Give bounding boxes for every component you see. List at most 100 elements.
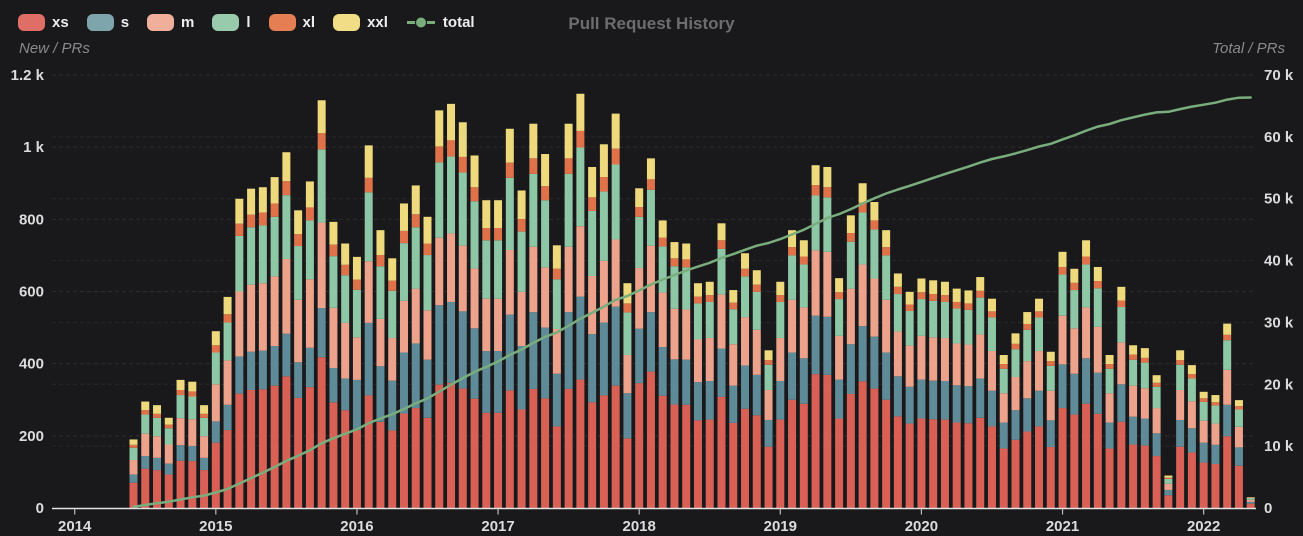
bar-2021-11[interactable] bbox=[1176, 350, 1185, 508]
bar-2020-01[interactable] bbox=[917, 278, 926, 508]
bar-2016-05[interactable] bbox=[399, 203, 408, 508]
bar-2014-11[interactable] bbox=[188, 381, 197, 508]
bar-2022-03[interactable] bbox=[1223, 323, 1232, 508]
bar-2014-07[interactable] bbox=[141, 401, 150, 508]
bar-2021-07[interactable] bbox=[1129, 345, 1138, 508]
bar-2022-04[interactable] bbox=[1234, 400, 1243, 508]
bar-2018-02[interactable] bbox=[646, 158, 655, 509]
bar-2016-07[interactable] bbox=[423, 216, 432, 508]
bar-2021-05[interactable] bbox=[1105, 355, 1114, 508]
bar-2017-10[interactable] bbox=[599, 144, 608, 508]
bar-2015-09[interactable] bbox=[305, 181, 314, 508]
bar-2014-06[interactable] bbox=[129, 439, 138, 508]
legend-item-xxl[interactable]: xxl bbox=[333, 14, 388, 31]
bar-2016-09[interactable] bbox=[447, 103, 456, 508]
bar-2020-03[interactable] bbox=[940, 281, 949, 508]
bar-2015-07[interactable] bbox=[282, 152, 291, 508]
bar-2017-09[interactable] bbox=[588, 167, 597, 508]
bar-2021-01[interactable] bbox=[1058, 251, 1067, 508]
bar-2018-08[interactable] bbox=[717, 223, 726, 508]
bar-2019-05[interactable] bbox=[823, 167, 832, 508]
bar-2017-04[interactable] bbox=[529, 123, 538, 509]
bar-2015-04[interactable] bbox=[247, 188, 256, 508]
bar-2016-08[interactable] bbox=[435, 110, 444, 508]
bar-2019-12[interactable] bbox=[905, 291, 914, 508]
legend-item-m[interactable]: m bbox=[147, 14, 194, 31]
bar-2021-08[interactable] bbox=[1140, 348, 1149, 508]
bar-2020-12[interactable] bbox=[1046, 351, 1055, 508]
bar-2018-07[interactable] bbox=[705, 281, 714, 508]
bar-2015-03[interactable] bbox=[235, 198, 244, 508]
bar-2015-08[interactable] bbox=[294, 210, 303, 508]
bar-2017-12[interactable] bbox=[623, 283, 632, 508]
bar-2017-01[interactable] bbox=[494, 200, 503, 508]
bar-2018-12[interactable] bbox=[764, 350, 773, 508]
bar-2022-05[interactable] bbox=[1246, 497, 1255, 508]
bar-2022-01[interactable] bbox=[1199, 391, 1208, 508]
bar-2019-09[interactable] bbox=[870, 202, 879, 508]
bar-2014-10[interactable] bbox=[176, 379, 185, 508]
bar-2015-11[interactable] bbox=[329, 221, 338, 508]
bar-2018-11[interactable] bbox=[752, 270, 761, 508]
bar-2022-02[interactable] bbox=[1211, 395, 1220, 508]
bar-2015-12[interactable] bbox=[341, 243, 350, 508]
legend-item-total[interactable]: total bbox=[406, 14, 475, 31]
bar-2014-08[interactable] bbox=[153, 405, 162, 508]
bar-2019-01[interactable] bbox=[776, 281, 785, 508]
bar-2017-06[interactable] bbox=[552, 245, 561, 508]
legend-item-xs[interactable]: xs bbox=[18, 14, 69, 31]
total-line[interactable] bbox=[132, 96, 1252, 509]
bar-2021-12[interactable] bbox=[1187, 365, 1196, 508]
bar-2015-01[interactable] bbox=[211, 331, 220, 508]
bar-2018-09[interactable] bbox=[729, 290, 738, 508]
bar-2019-02[interactable] bbox=[788, 230, 797, 508]
bar-2021-02[interactable] bbox=[1070, 268, 1079, 508]
bar-2017-08[interactable] bbox=[576, 93, 585, 508]
bar-2020-10[interactable] bbox=[1023, 312, 1032, 508]
bar-2021-09[interactable] bbox=[1152, 375, 1161, 508]
bar-2016-11[interactable] bbox=[470, 155, 479, 508]
legend-item-l[interactable]: l bbox=[212, 14, 251, 31]
bar-2019-11[interactable] bbox=[893, 273, 902, 508]
bar-2015-02[interactable] bbox=[223, 296, 232, 508]
bar-2020-06[interactable] bbox=[976, 277, 985, 508]
legend-item-s[interactable]: s bbox=[86, 14, 129, 31]
bar-2020-08[interactable] bbox=[999, 355, 1008, 508]
bar-2016-04[interactable] bbox=[388, 258, 397, 508]
bar-2017-02[interactable] bbox=[505, 128, 514, 508]
bar-2021-03[interactable] bbox=[1082, 240, 1091, 508]
bar-2017-07[interactable] bbox=[564, 123, 573, 509]
bar-2019-04[interactable] bbox=[811, 165, 820, 508]
bar-2018-05[interactable] bbox=[682, 243, 691, 508]
bar-2019-08[interactable] bbox=[858, 183, 867, 508]
bar-2019-06[interactable] bbox=[835, 278, 844, 508]
bar-2014-09[interactable] bbox=[164, 417, 173, 508]
bar-2018-10[interactable] bbox=[741, 253, 750, 508]
bar-2020-11[interactable] bbox=[1035, 298, 1044, 508]
bar-2016-06[interactable] bbox=[411, 185, 420, 508]
bar-2020-07[interactable] bbox=[987, 298, 996, 508]
bar-2021-10[interactable] bbox=[1164, 475, 1173, 508]
bar-2017-11[interactable] bbox=[611, 113, 620, 508]
bar-2018-04[interactable] bbox=[670, 242, 679, 508]
bar-2014-12[interactable] bbox=[200, 405, 209, 508]
legend-item-xl[interactable]: xl bbox=[268, 14, 315, 31]
bar-2017-05[interactable] bbox=[541, 154, 550, 508]
bar-2015-10[interactable] bbox=[317, 100, 326, 508]
bar-2015-06[interactable] bbox=[270, 177, 279, 508]
bar-2016-12[interactable] bbox=[482, 200, 491, 508]
bar-2018-01[interactable] bbox=[635, 188, 644, 508]
bar-2020-04[interactable] bbox=[952, 288, 961, 508]
bar-2021-04[interactable] bbox=[1093, 266, 1102, 508]
bar-2018-06[interactable] bbox=[693, 283, 702, 508]
bar-2016-03[interactable] bbox=[376, 230, 385, 508]
bar-2019-07[interactable] bbox=[846, 215, 855, 508]
bar-2021-06[interactable] bbox=[1117, 286, 1126, 508]
bar-2018-03[interactable] bbox=[658, 220, 667, 508]
bar-2016-10[interactable] bbox=[458, 122, 467, 508]
bar-2016-02[interactable] bbox=[364, 145, 373, 508]
bar-2020-05[interactable] bbox=[964, 290, 973, 508]
bar-2020-09[interactable] bbox=[1011, 333, 1020, 508]
bar-2019-03[interactable] bbox=[799, 240, 808, 508]
bar-2017-03[interactable] bbox=[517, 190, 526, 508]
